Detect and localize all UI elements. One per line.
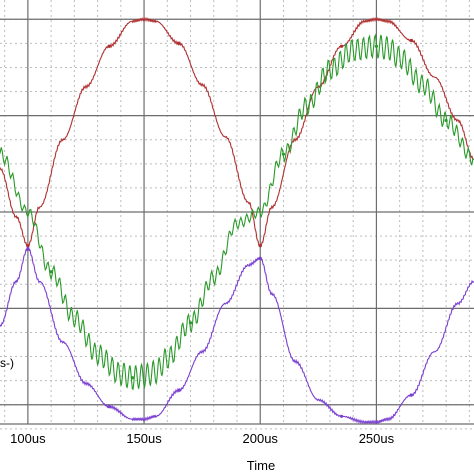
series-1-point bbox=[409, 38, 413, 43]
x-axis-title: Time bbox=[247, 458, 275, 473]
series-1-point bbox=[107, 44, 111, 48]
series-3-point bbox=[409, 393, 413, 397]
series-1-point bbox=[26, 244, 30, 248]
minor-gridlines bbox=[0, 0, 474, 430]
major-gridlines bbox=[0, 0, 474, 425]
series-3-point bbox=[339, 414, 344, 418]
series-2-line bbox=[0, 33, 474, 391]
series-1-point bbox=[339, 44, 344, 48]
series-3-line bbox=[0, 246, 474, 425]
series-2-point bbox=[281, 152, 286, 156]
series-2-point bbox=[444, 118, 448, 123]
series-2-point bbox=[374, 44, 379, 48]
x-tick-label: 200us bbox=[243, 431, 279, 446]
x-tick-label: 250us bbox=[359, 431, 395, 446]
series-3-point bbox=[177, 388, 181, 392]
series-1-point bbox=[177, 41, 181, 45]
series-3-point bbox=[107, 405, 111, 409]
series-2-point bbox=[49, 270, 53, 274]
side-label: s-) bbox=[0, 356, 14, 370]
series-3-point bbox=[26, 247, 30, 251]
series-layer bbox=[0, 16, 474, 425]
series-1-point bbox=[258, 244, 262, 248]
x-tick-labels: 100us 150us 200us 250us bbox=[10, 431, 394, 446]
series-1-line bbox=[0, 16, 474, 248]
series-3-point bbox=[258, 256, 262, 260]
x-tick-label: 100us bbox=[10, 431, 46, 446]
x-tick-label: 150us bbox=[126, 431, 162, 446]
series-2-point bbox=[130, 376, 135, 380]
series-2-point bbox=[188, 321, 193, 325]
